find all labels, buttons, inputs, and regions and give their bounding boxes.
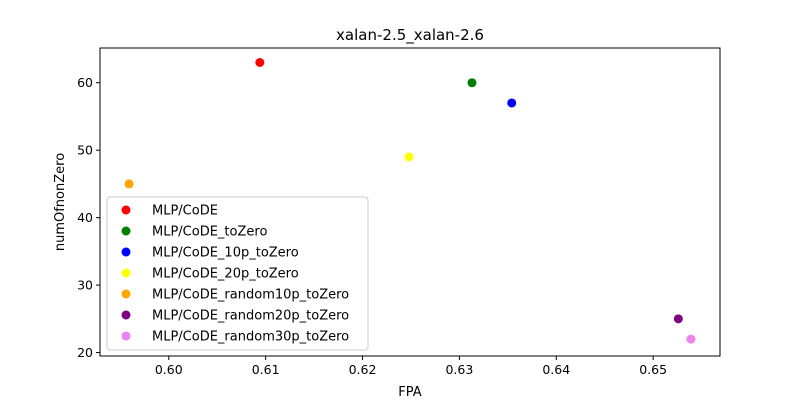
- legend-marker: [121, 289, 131, 299]
- data-points: [124, 58, 696, 344]
- x-tick-label: 0.60: [155, 362, 183, 377]
- x-axis-label: FPA: [398, 385, 421, 400]
- y-tick-label: 60: [77, 75, 93, 90]
- legend-label: MLP/CoDE_random20p_toZero: [152, 309, 349, 324]
- legend-label: MLP/CoDE_random10p_toZero: [152, 288, 349, 303]
- x-tick-label: 0.63: [445, 362, 473, 377]
- chart-title: xalan-2.5_xalan-2.6: [336, 26, 484, 45]
- x-tick-label: 0.62: [349, 362, 377, 377]
- legend-label: MLP/CoDE: [152, 204, 218, 219]
- data-point: [467, 78, 477, 88]
- x-axis-ticks: 0.60 0.61 0.62 0.63 0.64 0.65: [155, 356, 667, 377]
- legend-marker: [121, 205, 131, 215]
- plot-frame: [99, 47, 721, 357]
- legend-box: [106, 196, 369, 351]
- y-tick-label: 50: [77, 143, 93, 158]
- legend-marker: [121, 226, 131, 236]
- data-point: [507, 98, 517, 108]
- data-point: [404, 152, 414, 162]
- data-point: [686, 334, 696, 344]
- legend-label: MLP/CoDE_20p_toZero: [152, 267, 299, 282]
- legend-marker: [121, 331, 131, 341]
- y-tick-label: 20: [77, 345, 93, 360]
- y-tick-label: 30: [77, 278, 93, 293]
- legend-marker: [121, 310, 131, 320]
- data-point: [124, 179, 134, 189]
- x-tick-label: 0.61: [252, 362, 280, 377]
- x-tick-label: 0.64: [542, 362, 570, 377]
- legend-label: MLP/CoDE_10p_toZero: [152, 246, 299, 261]
- legend: MLP/CoDE MLP/CoDE_toZero MLP/CoDE_10p_toZe…: [106, 196, 369, 351]
- legend-label: MLP/CoDE_random30p_toZero: [152, 330, 349, 345]
- x-tick-label: 0.65: [639, 362, 667, 377]
- data-point: [255, 58, 265, 68]
- y-axis-label: numOfnonZero: [53, 153, 68, 251]
- legend-marker: [121, 247, 131, 257]
- y-tick-label: 40: [77, 210, 93, 225]
- data-point: [673, 314, 683, 324]
- legend-label: MLP/CoDE_toZero: [152, 225, 267, 240]
- y-axis-ticks: 20 30 40 50 60: [77, 75, 100, 360]
- legend-marker: [121, 268, 131, 278]
